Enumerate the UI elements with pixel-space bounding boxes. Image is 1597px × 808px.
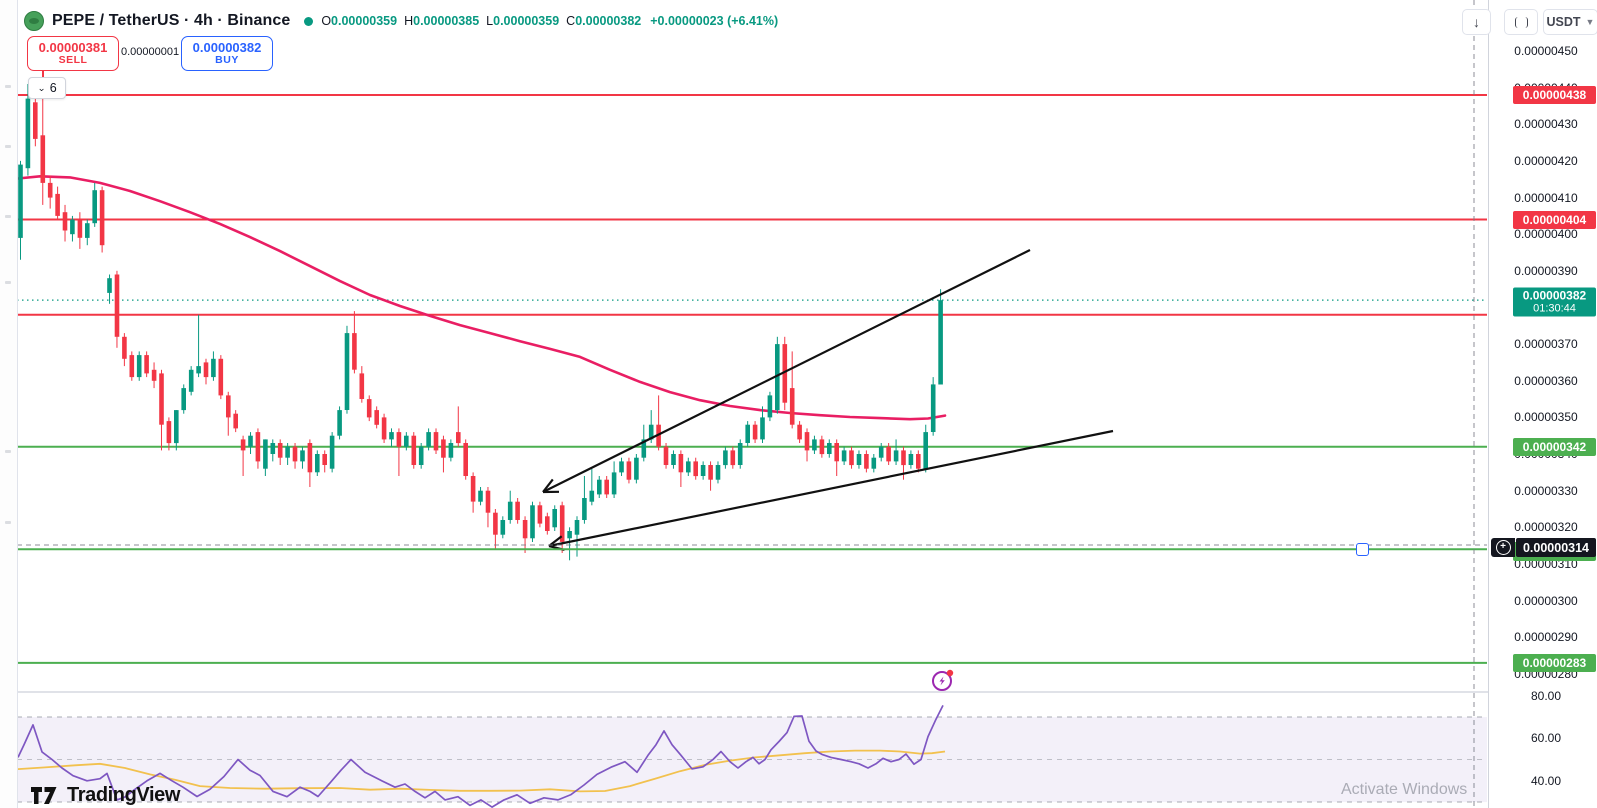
sell-button[interactable]: 0.00000381 SELL — [27, 36, 119, 71]
rsi-tick: 80.00 — [1530, 688, 1562, 703]
indicators-collapse-chip[interactable]: ⌄ 6 — [28, 77, 66, 99]
rsi-tick: 60.00 — [1530, 731, 1562, 746]
level-price-label: 0.00000283 — [1513, 653, 1596, 672]
price-tick: 0.00000300 — [1514, 593, 1578, 608]
buy-button[interactable]: 0.00000382 BUY — [181, 36, 273, 71]
currency-dropdown[interactable]: USDT ▼ — [1543, 9, 1597, 35]
left-toolbar-sliver — [0, 0, 18, 808]
add-alert-button[interactable]: + — [1491, 538, 1515, 557]
price-tick: 0.00000420 — [1514, 153, 1578, 168]
price-tick: 0.00000290 — [1514, 630, 1578, 645]
activate-windows-watermark: Activate Windows — [1341, 781, 1468, 798]
price-tick: 0.00000320 — [1514, 520, 1578, 535]
tradingview-logo[interactable]: TradingView — [30, 784, 180, 807]
level-price-label: 0.00000342 — [1513, 437, 1596, 456]
drawn-line-handle[interactable] — [1356, 543, 1369, 556]
price-tick: 0.00000430 — [1514, 117, 1578, 132]
current-price-label: 0.00000382 01:30:44 — [1513, 287, 1596, 317]
scroll-to-recent-button[interactable]: ↓ — [1462, 9, 1491, 35]
collapsed-count: 6 — [49, 81, 57, 95]
price-scale[interactable] — [1488, 0, 1597, 808]
chart-header: PEPE / TetherUS · 4h · Binance O0.000003… — [24, 8, 778, 34]
level-price-label: 0.00000438 — [1513, 86, 1596, 104]
plus-circle-icon: + — [1495, 540, 1511, 555]
signal-flash-icon[interactable] — [931, 668, 955, 692]
price-tick: 0.00000410 — [1514, 190, 1578, 205]
price-tick: 0.00000330 — [1514, 483, 1578, 498]
tradingview-mark-icon — [31, 787, 57, 804]
price-tick: 0.00000370 — [1514, 337, 1578, 352]
price-tick: 0.00000350 — [1514, 410, 1578, 425]
pepe-logo-icon[interactable] — [24, 11, 44, 31]
price-tick: 0.00000360 — [1514, 373, 1578, 388]
market-status-dot-icon — [304, 16, 314, 26]
sell-price: 0.00000381 — [38, 39, 108, 55]
spread-label: 0.00000001 — [121, 46, 180, 58]
buy-price: 0.00000382 — [192, 39, 262, 55]
price-tick: 0.00000450 — [1514, 44, 1578, 58]
price-tick: 0.00000400 — [1514, 227, 1578, 242]
chevron-down-icon: ⌄ — [37, 83, 46, 93]
rsi-tick: 40.00 — [1530, 773, 1562, 788]
symbol-title[interactable]: PEPE / TetherUS · 4h · Binance — [52, 12, 291, 29]
caret-down-icon: ▼ — [1585, 17, 1595, 27]
bar-countdown: 01:30:44 — [1533, 302, 1576, 315]
price-change: +0.00000023 (+6.41%) — [650, 14, 779, 28]
level-price-label: 0.00000404 — [1513, 210, 1596, 229]
price-tick: 0.00000390 — [1514, 263, 1578, 278]
fullscreen-button[interactable] — [1504, 9, 1538, 35]
frame-icon — [1514, 16, 1528, 28]
crosshair-price-label: 0.00000314 — [1516, 538, 1596, 557]
ohlc-readout: O0.00000359 H0.00000385 L0.00000359 C0.0… — [321, 14, 779, 28]
